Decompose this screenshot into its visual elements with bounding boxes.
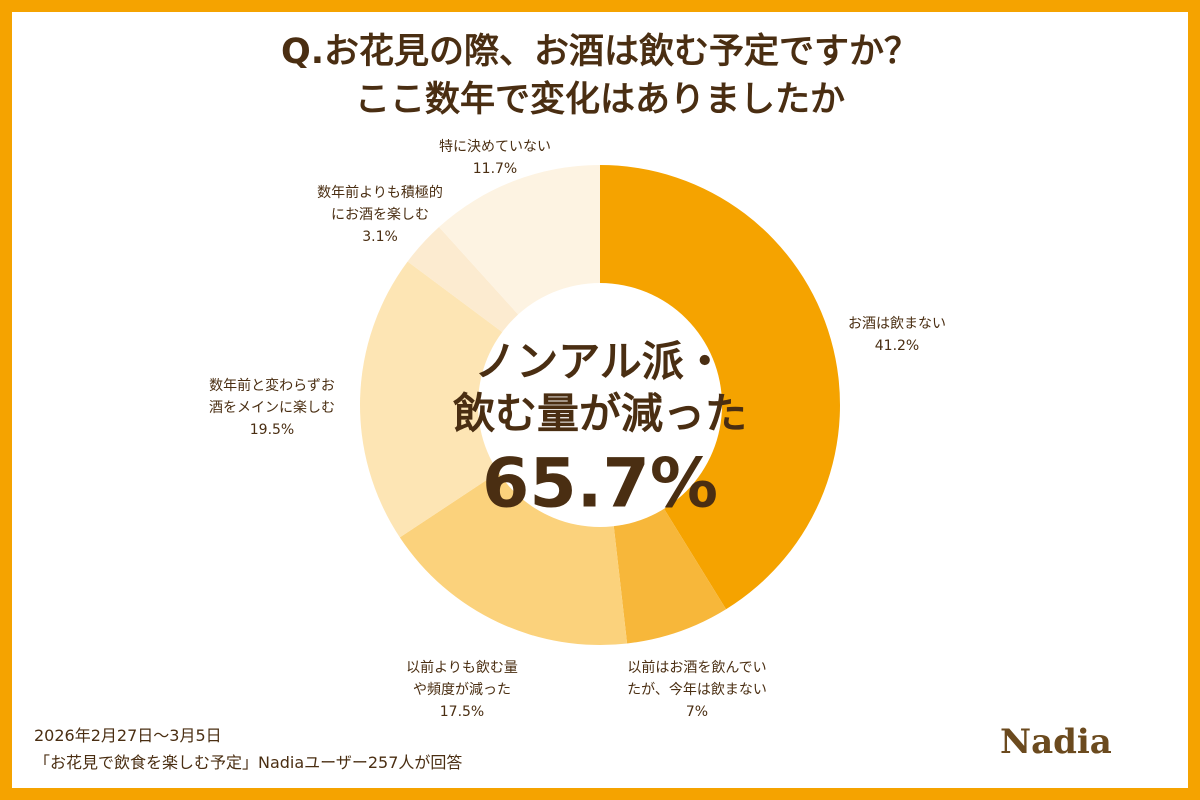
value-label: 17.5% xyxy=(439,704,485,720)
value-label: 3.1% xyxy=(362,229,398,245)
category: 数年前よりも積極的 にお酒を楽しむ xyxy=(317,185,443,223)
category: 数年前と変わらずお 酒をメインに楽しむ xyxy=(209,378,335,416)
footnote: 2026年2月27日～3月5日 「お花見で飲食を楽しむ予定」Nadiaユーザー2… xyxy=(34,726,463,772)
category: 特に決めていない xyxy=(439,139,551,155)
slice-label: 数年前と変わらずお 酒をメインに楽しむ 19.5% xyxy=(209,375,335,441)
value-label: 7% xyxy=(685,704,709,720)
center-text: ノンアル派・ 飲む量が減った xyxy=(452,337,748,438)
center-value: 65.7% xyxy=(482,444,718,524)
slice-label: 特に決めていない 11.7% xyxy=(439,136,551,180)
chart-title: Q.お花見の際、お酒は飲む予定ですか？ ここ数年で変化はありましたか xyxy=(280,32,920,120)
category: 以前よりも飲む量 や頻度が減った xyxy=(406,660,518,698)
category: 以前はお酒を飲んでい たが、今年は飲まない xyxy=(627,660,767,698)
slice-label: 以前はお酒を飲んでい たが、今年は飲まない 7% xyxy=(627,657,767,723)
value-label: 41.2% xyxy=(874,338,920,354)
logo: Nadia xyxy=(1000,722,1112,762)
slice-label: 以前よりも飲む量 や頻度が減った 17.5% xyxy=(406,657,518,723)
slice-label: お酒は飲まない 41.2% xyxy=(848,313,946,357)
donut-hole xyxy=(478,283,722,527)
value-label: 19.5% xyxy=(249,422,295,438)
value-label: 11.7% xyxy=(472,161,518,177)
slice-label: 数年前よりも積極的 にお酒を楽しむ 3.1% xyxy=(317,182,443,248)
category: お酒は飲まない xyxy=(848,316,946,332)
